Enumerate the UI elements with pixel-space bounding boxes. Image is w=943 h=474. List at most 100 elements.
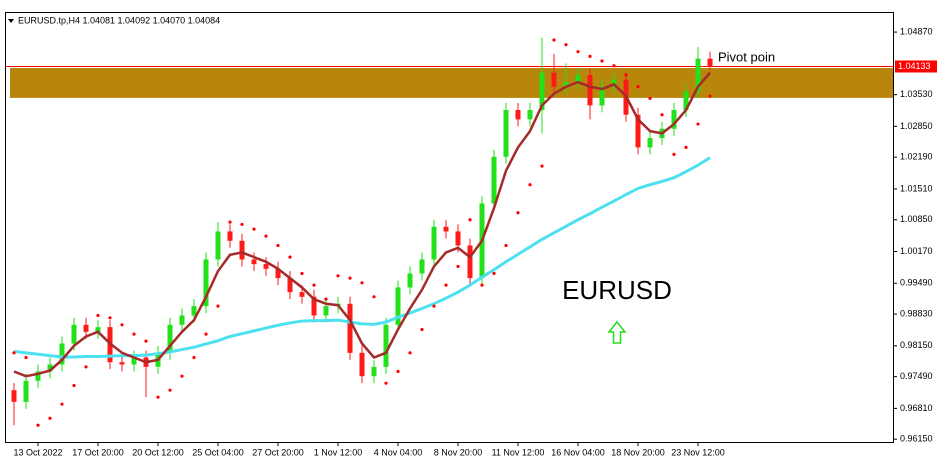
sar-dot — [648, 96, 652, 100]
sar-dot — [612, 64, 616, 68]
moving-average — [13, 71, 711, 378]
candle-body — [527, 110, 533, 120]
y-tick-label: 1.04870 — [900, 26, 933, 36]
x-tick-label: 8 Nov 20:00 — [434, 447, 483, 457]
candle-body — [551, 72, 557, 87]
candle-body — [419, 259, 425, 274]
sar-dot — [600, 59, 604, 63]
sar-dot — [420, 327, 424, 332]
sar-dot — [504, 243, 508, 248]
candle-body — [239, 240, 245, 260]
sar-dot — [60, 402, 64, 406]
sar-dot — [384, 381, 388, 385]
candle-body — [311, 296, 317, 316]
sar-dot — [444, 283, 448, 287]
sar-dot — [108, 316, 112, 320]
candle-body — [647, 138, 653, 148]
candle-body — [83, 324, 89, 332]
sar-dot — [432, 304, 436, 308]
candle-body — [95, 327, 101, 332]
x-tick-label: 13 Oct 2022 — [13, 447, 62, 457]
candle-body — [131, 357, 137, 365]
sar-dot — [216, 304, 220, 308]
x-tick-label: 17 Oct 20:00 — [72, 447, 124, 457]
sar-dot — [336, 274, 340, 278]
candle-body — [503, 110, 509, 157]
sar-dot — [684, 145, 688, 149]
sar-dot — [132, 332, 136, 336]
sar-dot — [372, 295, 376, 299]
candle-body — [599, 86, 605, 106]
sar-dot — [72, 383, 76, 388]
sar-dot — [708, 94, 712, 98]
x-tick-label: 27 Oct 20:00 — [252, 447, 304, 457]
candle-body — [119, 362, 125, 365]
x-tick-label: 25 Oct 04:00 — [192, 447, 244, 457]
sar-dot — [168, 388, 172, 392]
sar-dot — [660, 113, 664, 117]
candle-body — [539, 72, 545, 111]
x-tick-label: 11 Nov 12:00 — [492, 447, 545, 457]
candle-body — [23, 380, 29, 402]
x-tick-label: 23 Nov 12:00 — [671, 447, 725, 457]
sar-dot — [588, 54, 592, 58]
y-tick-label: 0.99490 — [900, 278, 933, 288]
candle-body — [323, 306, 329, 316]
sar-dot — [36, 423, 40, 427]
sar-dot — [252, 227, 256, 231]
candle-body — [407, 273, 413, 288]
sar-dot — [528, 183, 532, 187]
sar-dot — [672, 152, 676, 156]
sar-dot — [228, 220, 232, 224]
y-tick-label: 1.00170 — [900, 246, 933, 256]
y-tick-label: 0.96810 — [900, 403, 933, 413]
candle-body — [575, 75, 581, 83]
sar-dot — [516, 211, 520, 215]
candle-body — [515, 110, 521, 120]
sar-dot — [180, 374, 184, 378]
sar-dot — [96, 313, 100, 318]
candle-body — [683, 91, 689, 111]
y-tick-label: 0.97490 — [900, 371, 933, 381]
up-arrow — [607, 320, 627, 344]
y-tick-label: 0.98150 — [900, 340, 933, 350]
menu-arrow[interactable] — [8, 19, 14, 23]
sar-dot — [144, 339, 148, 343]
x-tick-label: 16 Nov 04:00 — [551, 447, 605, 457]
sar-dot — [312, 283, 316, 287]
pivot-label: Pivot poin — [718, 49, 775, 64]
y-tick-label: 1.03530 — [900, 89, 933, 99]
sar-dot — [84, 365, 88, 369]
sar-dot — [240, 222, 244, 227]
sar-dot — [324, 297, 328, 301]
sar-dot — [12, 351, 16, 355]
sar-dot — [300, 271, 304, 276]
candle-body — [215, 231, 221, 260]
sar-dot — [624, 73, 628, 77]
chart-title: EURUSD.tp,H4 1.04081 1.04092 1.04070 1.0… — [18, 15, 220, 25]
sar-dot — [192, 355, 196, 360]
candle-body — [71, 324, 77, 344]
sar-dot — [276, 243, 280, 248]
price-box — [895, 60, 937, 73]
candle-body — [203, 259, 209, 307]
sar-dot — [348, 276, 352, 280]
candle-body — [431, 226, 437, 260]
candle-body — [707, 58, 713, 67]
symbol-label: EURUSD — [562, 275, 672, 305]
candle-body — [35, 371, 41, 381]
sar-dot — [156, 395, 160, 399]
sar-dot — [552, 38, 556, 42]
x-tick-label: 18 Nov 20:00 — [611, 447, 665, 457]
candle-body — [587, 75, 593, 106]
candle-body — [191, 306, 197, 316]
candle-body — [179, 315, 185, 325]
sar-dot — [576, 50, 580, 54]
y-tick-label: 0.98830 — [900, 308, 933, 318]
y-tick-label: 0.96150 — [900, 434, 933, 444]
candle-body — [695, 58, 701, 92]
candle-body — [467, 245, 473, 279]
candle-body — [491, 156, 497, 204]
